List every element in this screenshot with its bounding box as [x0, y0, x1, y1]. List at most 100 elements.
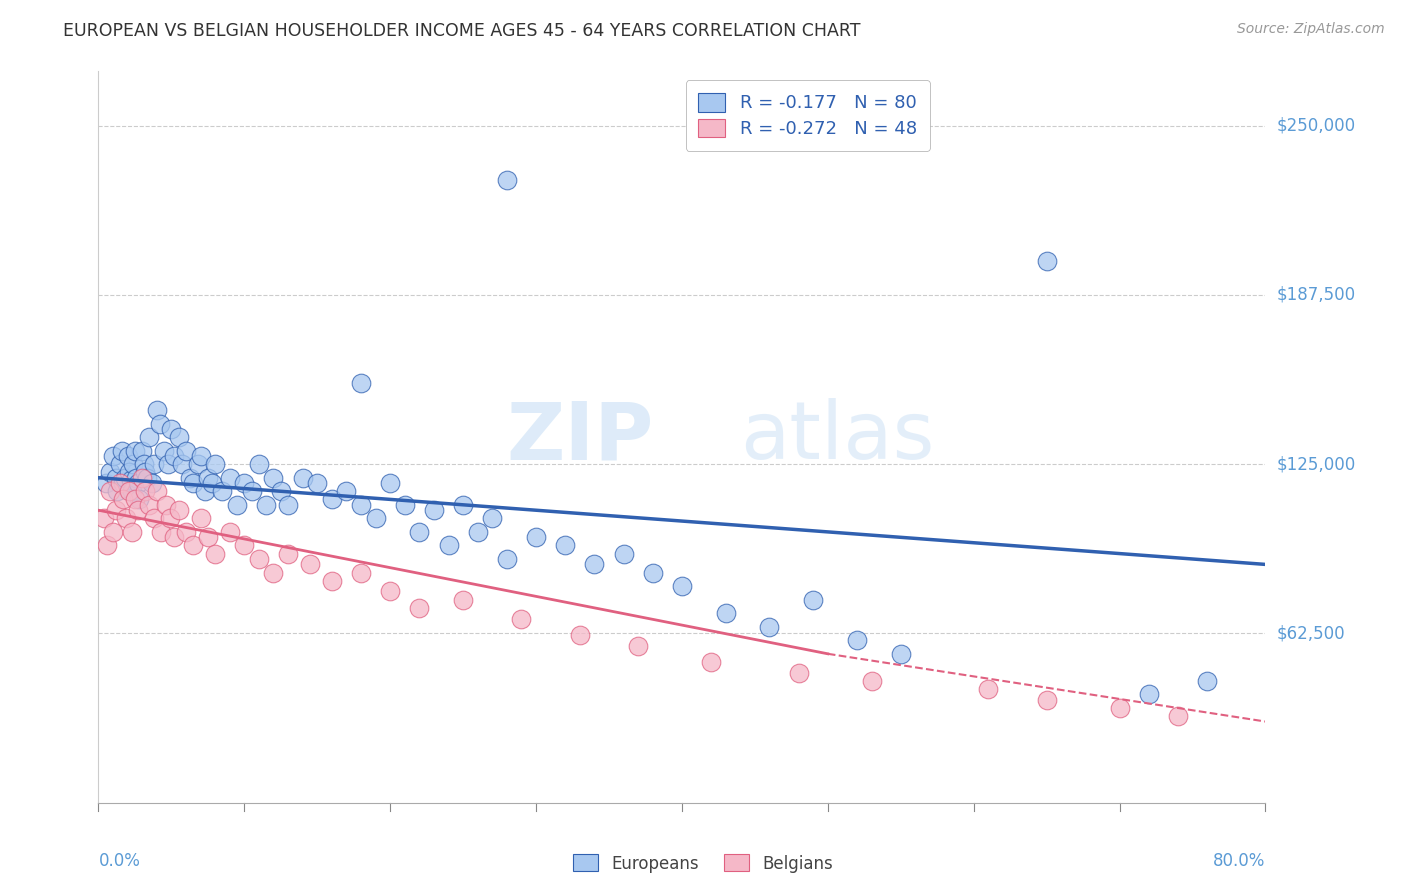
Point [179, 471, 201, 485]
Text: EUROPEAN VS BELGIAN HOUSEHOLDER INCOME AGES 45 - 64 YEARS CORRELATION CHART: EUROPEAN VS BELGIAN HOUSEHOLDER INCOME A… [63, 22, 860, 40]
Point [510, 611, 533, 625]
Point [1035, 693, 1057, 707]
Point [155, 498, 177, 512]
Point [247, 552, 270, 566]
Point [394, 498, 416, 512]
Point [190, 511, 212, 525]
Point [277, 547, 299, 561]
Point [93, 511, 115, 525]
Point [977, 681, 1000, 696]
Point [298, 558, 321, 572]
Point [124, 443, 146, 458]
Point [128, 492, 150, 507]
Point [105, 484, 128, 499]
Point [641, 566, 664, 580]
Point [233, 538, 256, 552]
Point [132, 457, 155, 471]
Point [1195, 673, 1218, 688]
Point [758, 620, 780, 634]
Point [127, 476, 149, 491]
Point [135, 471, 157, 485]
Point [291, 471, 314, 485]
Text: $250,000: $250,000 [1277, 117, 1357, 135]
Point [218, 471, 240, 485]
Point [496, 552, 519, 566]
Point [174, 524, 197, 539]
Point [112, 476, 135, 491]
Text: $187,500: $187,500 [1277, 285, 1357, 304]
Point [190, 449, 212, 463]
Point [160, 422, 183, 436]
Point [118, 465, 141, 479]
Point [157, 457, 180, 471]
Legend: R = -0.177   N = 80, R = -0.272   N = 48: R = -0.177 N = 80, R = -0.272 N = 48 [686, 80, 929, 151]
Point [146, 403, 169, 417]
Point [240, 484, 263, 499]
Point [247, 457, 270, 471]
Text: $125,000: $125,000 [1277, 455, 1357, 473]
Point [141, 476, 163, 491]
Point [307, 476, 329, 491]
Point [437, 538, 460, 552]
Point [524, 530, 547, 544]
Point [142, 511, 165, 525]
Point [110, 457, 132, 471]
Point [211, 484, 233, 499]
Point [94, 476, 117, 491]
Point [233, 476, 256, 491]
Point [801, 592, 824, 607]
Point [380, 476, 402, 491]
Point [167, 430, 190, 444]
Point [125, 471, 148, 485]
Point [1137, 688, 1160, 702]
Point [134, 465, 156, 479]
Text: Source: ZipAtlas.com: Source: ZipAtlas.com [1237, 22, 1385, 37]
Point [124, 492, 146, 507]
Point [201, 476, 224, 491]
Point [104, 471, 127, 485]
Point [262, 566, 284, 580]
Point [671, 579, 693, 593]
Point [117, 449, 139, 463]
Point [146, 484, 169, 499]
Point [101, 449, 124, 463]
Point [98, 465, 121, 479]
Point [142, 457, 165, 471]
Point [115, 511, 138, 525]
Point [408, 524, 430, 539]
Point [451, 498, 474, 512]
Point [321, 574, 343, 588]
Point [181, 476, 204, 491]
Point [890, 647, 912, 661]
Point [187, 457, 209, 471]
Point [568, 628, 591, 642]
Point [111, 443, 134, 458]
Point [627, 639, 650, 653]
Point [496, 172, 519, 186]
Point [1108, 701, 1130, 715]
Point [467, 524, 489, 539]
Point [104, 503, 127, 517]
Point [170, 457, 193, 471]
Point [98, 484, 121, 499]
Point [277, 498, 299, 512]
Point [408, 600, 430, 615]
Point [153, 443, 176, 458]
Point [167, 503, 190, 517]
Point [364, 511, 387, 525]
Point [163, 530, 186, 544]
Legend: Europeans, Belgians: Europeans, Belgians [567, 847, 839, 880]
Text: 0.0%: 0.0% [98, 852, 141, 870]
Point [583, 558, 606, 572]
Point [131, 443, 153, 458]
Text: atlas: atlas [741, 398, 935, 476]
Point [181, 538, 204, 552]
Point [174, 443, 197, 458]
Point [321, 492, 343, 507]
Point [335, 484, 357, 499]
Point [204, 457, 226, 471]
Point [149, 417, 172, 431]
Point [380, 584, 402, 599]
Text: $62,500: $62,500 [1277, 624, 1346, 642]
Point [138, 498, 160, 512]
